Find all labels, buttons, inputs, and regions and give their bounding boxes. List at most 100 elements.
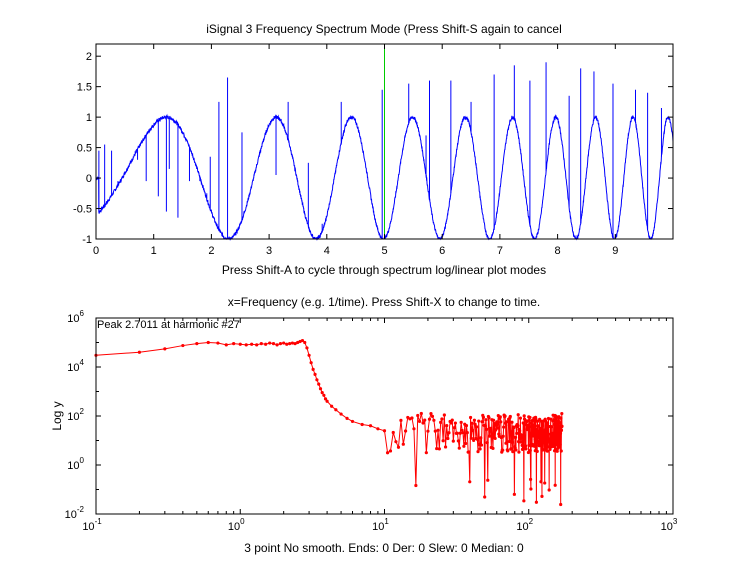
spectrum-point xyxy=(560,411,564,416)
spectrum-point xyxy=(479,443,484,447)
spectrum-point xyxy=(459,420,463,425)
spectrum-point xyxy=(552,418,556,422)
spectrum-point xyxy=(529,477,533,481)
spectrum-point xyxy=(553,483,557,487)
spectrum-point xyxy=(527,443,531,447)
spectrum-point xyxy=(510,420,514,424)
spectrum-point xyxy=(548,447,552,451)
spectrum-point xyxy=(547,488,551,492)
spectrum-point xyxy=(427,417,432,421)
spectrum-point xyxy=(368,424,373,428)
spectrum-point xyxy=(495,426,499,430)
spectrum-point xyxy=(206,340,210,345)
spectrum-point xyxy=(538,426,543,431)
spectrum-point xyxy=(477,419,481,423)
spectrum-point xyxy=(549,417,553,421)
spectrum-point xyxy=(424,451,428,455)
spectrum-point xyxy=(522,499,526,503)
spectrum-point xyxy=(506,449,510,453)
spectrum-point xyxy=(181,343,185,348)
x-tick-label: 5 xyxy=(381,245,387,257)
spectrum-point xyxy=(552,431,556,436)
spectrum-point xyxy=(307,353,311,357)
spectrum-point xyxy=(449,421,453,425)
spectrum-point xyxy=(442,413,446,417)
spectrum-point xyxy=(451,439,455,443)
spectrum-point xyxy=(244,343,248,347)
spectrum-point xyxy=(441,439,445,443)
spectrum-point xyxy=(412,427,416,431)
spectrum-point xyxy=(325,399,329,403)
spectrum-point xyxy=(546,445,550,449)
bottom-plot: x=Frequency (e.g. 1/time). Press Shift-X… xyxy=(50,295,678,555)
spectrum-point xyxy=(472,418,477,422)
bottom-plot-ylabel: Log y xyxy=(50,401,64,430)
spectrum-point xyxy=(195,342,199,346)
spectrum-point xyxy=(518,429,522,433)
spectrum-point xyxy=(552,444,556,449)
spectrum-point xyxy=(282,341,286,345)
spectrum-point xyxy=(555,449,559,453)
spectrum-point xyxy=(271,342,276,346)
spectrum-point xyxy=(471,428,475,433)
spectrum-point xyxy=(521,436,526,440)
spectrum-point xyxy=(517,450,521,454)
spectrum-point xyxy=(290,341,295,345)
spectrum-point xyxy=(436,428,440,432)
spectrum-point xyxy=(445,424,449,428)
top-plot-title: iSignal 3 Frequency Spectrum Mode (Press… xyxy=(206,22,562,36)
spectrum-point xyxy=(232,342,236,346)
spectrum-point xyxy=(216,341,220,345)
spectrum-point xyxy=(432,418,436,422)
spectrum-point xyxy=(555,438,560,442)
spectrum-point xyxy=(487,416,491,420)
spectrum-point xyxy=(313,372,317,376)
x-tick-label: 3 xyxy=(266,245,272,257)
spectrum-point xyxy=(535,449,539,453)
top-x-ticks: 0 1 2 3 4 5 6 7 8 9 xyxy=(93,44,618,257)
y-tick-label: 2 xyxy=(86,51,92,63)
spectrum-point xyxy=(496,420,500,424)
spectrum-point xyxy=(450,418,454,422)
spectrum-point xyxy=(317,382,321,386)
spectrum-point xyxy=(472,438,476,443)
spectrum-point xyxy=(559,428,564,432)
spectrum-point xyxy=(303,340,307,345)
spectrum-point xyxy=(545,449,549,453)
spectrum-point xyxy=(238,342,242,346)
spectrum-point xyxy=(522,414,526,418)
spectrum-point xyxy=(556,421,560,426)
spectrum-point xyxy=(480,420,484,424)
spectrum-point xyxy=(485,441,489,445)
y-tick-label: -0.5 xyxy=(73,204,92,216)
spectrum-point xyxy=(487,434,492,438)
spectrum-point xyxy=(278,342,283,346)
spectrum-point xyxy=(558,442,562,447)
spectrum-point xyxy=(320,391,324,395)
spectrum-point xyxy=(493,436,497,441)
spectrum-point xyxy=(318,387,323,391)
spectrum-point xyxy=(509,430,514,434)
spectrum-point xyxy=(419,411,423,416)
spectrum-point xyxy=(443,445,448,449)
spectrum-point xyxy=(518,416,522,420)
spectrum-point xyxy=(447,431,451,435)
spectrum-point xyxy=(558,435,562,439)
spectrum-point xyxy=(475,425,479,429)
spectrum-point xyxy=(560,424,564,428)
spectrum-point xyxy=(559,416,563,420)
spectrum-point xyxy=(506,420,510,424)
spectrum-point xyxy=(470,421,474,425)
bottom-series xyxy=(94,338,564,507)
spectrum-point xyxy=(528,431,532,435)
spectrum-point xyxy=(446,436,450,441)
spectrum-point xyxy=(547,432,551,436)
spectrum-point xyxy=(531,423,536,428)
spectrum-point xyxy=(468,480,472,484)
peak-annotation: Peak 2.7011 at harmonic #27 xyxy=(97,319,240,331)
spectrum-point xyxy=(558,431,563,435)
spectrum-point xyxy=(483,424,487,428)
spectrum-point xyxy=(523,422,527,427)
spectrum-point xyxy=(467,450,471,454)
spectrum-point xyxy=(275,343,279,347)
